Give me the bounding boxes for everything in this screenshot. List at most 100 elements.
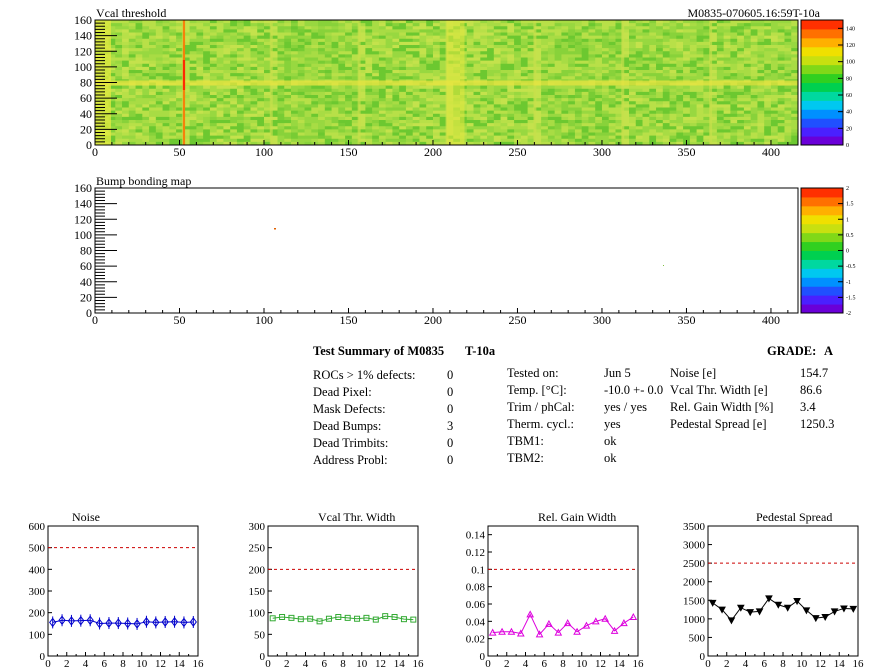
heatmap-cell [372, 110, 380, 115]
heatmap-cell [284, 129, 292, 133]
heatmap-cell [122, 38, 130, 43]
heatmap-cell [338, 57, 346, 61]
heatmap-cell [588, 85, 596, 90]
heatmap-cell [378, 123, 386, 127]
heatmap-cell [270, 66, 278, 71]
heatmap-cell [311, 113, 319, 118]
heatmap-cell [209, 45, 217, 49]
heatmap-cell [304, 23, 312, 27]
heatmap-cell [615, 41, 623, 46]
heatmap-cell [689, 85, 697, 90]
heatmap-cell [304, 135, 312, 140]
heatmap-cell [629, 85, 637, 90]
heatmap-cell [372, 48, 380, 52]
heatmap-cell [541, 60, 549, 65]
heatmap-cell [770, 116, 779, 121]
heatmap-cell [669, 73, 677, 77]
heatmap-cell [716, 107, 724, 111]
heatmap-cell [703, 141, 711, 146]
heatmap-cell [365, 20, 373, 24]
heatmap-cell [378, 110, 386, 115]
x-tick-label: 300 [593, 145, 611, 159]
heatmap-cell [142, 76, 150, 80]
heatmap-cell [284, 38, 292, 43]
x-tick-label: 4 [303, 658, 309, 670]
heatmap-cell [399, 26, 407, 30]
heatmap-cell [791, 101, 799, 105]
palette-tick-label: 1.5 [846, 202, 854, 208]
heatmap-cell [791, 116, 799, 121]
heatmap-cell [662, 63, 670, 68]
heatmap-cell [372, 141, 380, 146]
heatmap-cell [473, 135, 481, 140]
heatmap-cell [520, 107, 528, 111]
heatmap-cell [514, 132, 522, 136]
heatmap-cell [689, 123, 697, 127]
heatmap-cell [378, 107, 386, 111]
heatmap-cell [507, 129, 515, 133]
heatmap-cell [162, 98, 170, 102]
heatmap-cell [399, 141, 407, 146]
heatmap-cell [135, 60, 143, 65]
heatmap-cell [514, 135, 522, 140]
heatmap-cell [784, 73, 792, 77]
heatmap-cell [507, 98, 515, 102]
heatmap-cell [574, 116, 582, 121]
heatmap-cell [318, 107, 326, 111]
heatmap-cell [568, 107, 576, 111]
heatmap-cell [135, 63, 143, 68]
heatmap-cell [689, 98, 697, 102]
heatmap-cell [561, 129, 569, 133]
heatmap-cell [108, 35, 116, 40]
heatmap-cell [223, 38, 231, 43]
heatmap-cell [209, 57, 217, 61]
heatmap-cell [351, 20, 359, 24]
heatmap-cell [730, 60, 738, 65]
heatmap-cell [284, 138, 292, 143]
heatmap-cell [297, 23, 305, 27]
heatmap-cell [250, 132, 258, 136]
heatmap-cell [676, 70, 684, 74]
heatmap-cell [345, 63, 353, 68]
heatmap-cell [338, 76, 346, 80]
heatmap-cell [669, 91, 677, 96]
heatmap-cell [649, 29, 657, 33]
heatmap-cell [588, 101, 596, 105]
heatmap-cell [284, 35, 292, 40]
heatmap-cell [547, 126, 555, 130]
data-point [279, 614, 286, 620]
heatmap-cell [135, 20, 143, 24]
heatmap-cell [629, 32, 637, 36]
heatmap-cell [622, 45, 630, 49]
heatmap-cell [182, 76, 190, 80]
heatmap-cell [399, 135, 407, 140]
heatmap-cell [750, 85, 758, 90]
heatmap-cell [520, 120, 528, 124]
heatmap-cell [737, 73, 745, 77]
heatmap-cell [149, 120, 157, 124]
heatmap-cell [527, 20, 535, 24]
heatmap-cell [331, 76, 339, 80]
heatmap-cell [541, 20, 549, 24]
heatmap-cell [574, 20, 582, 24]
heatmap-cell [209, 63, 217, 68]
heatmap-cell [399, 88, 407, 93]
heatmap-cell [155, 20, 163, 24]
heatmap-cell [466, 135, 474, 140]
heatmap-cell [277, 135, 285, 140]
heatmap-cell [696, 135, 704, 140]
heatmap-cell [304, 32, 312, 36]
heatmap-cell [108, 107, 116, 111]
heatmap-cell [284, 76, 292, 80]
heatmap-cell [473, 88, 481, 93]
heatmap-cell [135, 29, 143, 33]
heatmap-cell [311, 95, 319, 99]
heatmap-cell [223, 91, 231, 96]
heatmap-cell [412, 76, 420, 80]
heatmap-cell [642, 51, 650, 55]
y-tick-label: 250 [249, 543, 266, 555]
heatmap-cell [392, 107, 400, 111]
heatmap-cell [500, 101, 508, 105]
heatmap-cell [710, 91, 718, 96]
heatmap-cell [757, 85, 765, 90]
